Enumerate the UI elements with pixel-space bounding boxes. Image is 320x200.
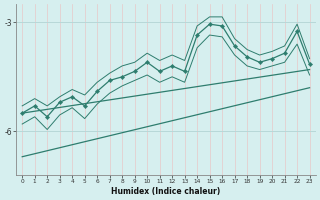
X-axis label: Humidex (Indice chaleur): Humidex (Indice chaleur) xyxy=(111,187,220,196)
